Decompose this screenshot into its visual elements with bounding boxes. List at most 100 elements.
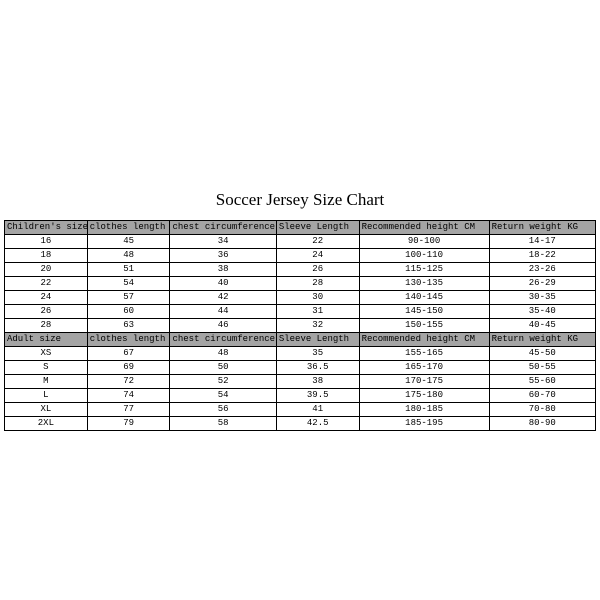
table-cell: 36.5 bbox=[276, 361, 359, 375]
table-cell: 42.5 bbox=[276, 417, 359, 431]
adult-table-body: XS674835155-16545-50S695036.5165-17050-5… bbox=[5, 347, 596, 431]
table-cell: 170-175 bbox=[359, 375, 489, 389]
col-header: Adult size bbox=[5, 333, 88, 347]
table-cell: 145-150 bbox=[359, 305, 489, 319]
table-cell: 50 bbox=[170, 361, 276, 375]
table-cell: 100-110 bbox=[359, 249, 489, 263]
table-cell: 130-135 bbox=[359, 277, 489, 291]
table-cell: 180-185 bbox=[359, 403, 489, 417]
col-header: Sleeve Length bbox=[276, 333, 359, 347]
table-cell: 52 bbox=[170, 375, 276, 389]
table-cell: 26-29 bbox=[489, 277, 595, 291]
table-cell: 48 bbox=[87, 249, 170, 263]
table-cell: 50-55 bbox=[489, 361, 595, 375]
table-cell: 55-60 bbox=[489, 375, 595, 389]
table-cell: 31 bbox=[276, 305, 359, 319]
table-cell: 26 bbox=[276, 263, 359, 277]
table-cell: 51 bbox=[87, 263, 170, 277]
table-cell: 58 bbox=[170, 417, 276, 431]
table-cell: 14-17 bbox=[489, 235, 595, 249]
table-cell: 44 bbox=[170, 305, 276, 319]
table-cell: 26 bbox=[5, 305, 88, 319]
table-row: 24574230140-14530-35 bbox=[5, 291, 596, 305]
table-cell: 56 bbox=[170, 403, 276, 417]
table-cell: 54 bbox=[170, 389, 276, 403]
table-cell: 45-50 bbox=[489, 347, 595, 361]
table-cell: 175-180 bbox=[359, 389, 489, 403]
table-cell: 77 bbox=[87, 403, 170, 417]
table-row: XS674835155-16545-50 bbox=[5, 347, 596, 361]
table-cell: 36 bbox=[170, 249, 276, 263]
children-table-head: Children's size clothes length chest cir… bbox=[5, 221, 596, 235]
adult-table-head: Adult size clothes length chest circumfe… bbox=[5, 333, 596, 347]
table-cell: 140-145 bbox=[359, 291, 489, 305]
table-cell: 40 bbox=[170, 277, 276, 291]
col-header: Sleeve Length bbox=[276, 221, 359, 235]
table-cell: 115-125 bbox=[359, 263, 489, 277]
chart-area: Soccer Jersey Size Chart Children's size… bbox=[4, 190, 596, 431]
table-cell: 34 bbox=[170, 235, 276, 249]
table-cell: 72 bbox=[87, 375, 170, 389]
adult-size-table: Adult size clothes length chest circumfe… bbox=[4, 332, 596, 431]
table-cell: 18 bbox=[5, 249, 88, 263]
table-cell: 30-35 bbox=[489, 291, 595, 305]
col-header: clothes length bbox=[87, 333, 170, 347]
table-cell: 54 bbox=[87, 277, 170, 291]
table-cell: 155-165 bbox=[359, 347, 489, 361]
table-cell: 63 bbox=[87, 319, 170, 333]
table-cell: S bbox=[5, 361, 88, 375]
table-row: L745439.5175-18060-70 bbox=[5, 389, 596, 403]
table-cell: 23-26 bbox=[489, 263, 595, 277]
table-cell: 22 bbox=[5, 277, 88, 291]
table-cell: 40-45 bbox=[489, 319, 595, 333]
table-cell: 48 bbox=[170, 347, 276, 361]
table-row: 26604431145-15035-40 bbox=[5, 305, 596, 319]
col-header: Recommended height CM bbox=[359, 221, 489, 235]
table-cell: 38 bbox=[276, 375, 359, 389]
table-cell: 57 bbox=[87, 291, 170, 305]
table-cell: 35-40 bbox=[489, 305, 595, 319]
table-cell: 67 bbox=[87, 347, 170, 361]
table-cell: 30 bbox=[276, 291, 359, 305]
table-cell: 39.5 bbox=[276, 389, 359, 403]
col-header: chest circumference bbox=[170, 221, 276, 235]
table-cell: 45 bbox=[87, 235, 170, 249]
page: Soccer Jersey Size Chart Children's size… bbox=[0, 0, 600, 600]
table-cell: 69 bbox=[87, 361, 170, 375]
table-cell: 22 bbox=[276, 235, 359, 249]
table-header-row: Adult size clothes length chest circumfe… bbox=[5, 333, 596, 347]
col-header: Recommended height CM bbox=[359, 333, 489, 347]
table-header-row: Children's size clothes length chest cir… bbox=[5, 221, 596, 235]
table-row: 20513826115-12523-26 bbox=[5, 263, 596, 277]
table-row: S695036.5165-17050-55 bbox=[5, 361, 596, 375]
table-cell: M bbox=[5, 375, 88, 389]
table-cell: 80-90 bbox=[489, 417, 595, 431]
col-header: Return weight KG bbox=[489, 333, 595, 347]
table-cell: 2XL bbox=[5, 417, 88, 431]
table-cell: L bbox=[5, 389, 88, 403]
table-row: 22544028130-13526-29 bbox=[5, 277, 596, 291]
col-header: Return weight KG bbox=[489, 221, 595, 235]
table-cell: 28 bbox=[276, 277, 359, 291]
children-size-table: Children's size clothes length chest cir… bbox=[4, 220, 596, 333]
table-cell: 90-100 bbox=[359, 235, 489, 249]
table-cell: 46 bbox=[170, 319, 276, 333]
table-cell: 32 bbox=[276, 319, 359, 333]
children-table-body: 1645342290-10014-1718483624100-11018-222… bbox=[5, 235, 596, 333]
table-cell: 28 bbox=[5, 319, 88, 333]
table-cell: 18-22 bbox=[489, 249, 595, 263]
table-cell: 165-170 bbox=[359, 361, 489, 375]
table-cell: 60 bbox=[87, 305, 170, 319]
chart-title: Soccer Jersey Size Chart bbox=[4, 190, 596, 210]
table-cell: 185-195 bbox=[359, 417, 489, 431]
table-cell: 20 bbox=[5, 263, 88, 277]
table-row: 1645342290-10014-17 bbox=[5, 235, 596, 249]
table-cell: 24 bbox=[5, 291, 88, 305]
table-cell: 42 bbox=[170, 291, 276, 305]
col-header: chest circumference bbox=[170, 333, 276, 347]
table-row: 2XL795842.5185-19580-90 bbox=[5, 417, 596, 431]
table-row: 28634632150-15540-45 bbox=[5, 319, 596, 333]
table-cell: XS bbox=[5, 347, 88, 361]
table-row: M725238170-17555-60 bbox=[5, 375, 596, 389]
table-cell: 150-155 bbox=[359, 319, 489, 333]
